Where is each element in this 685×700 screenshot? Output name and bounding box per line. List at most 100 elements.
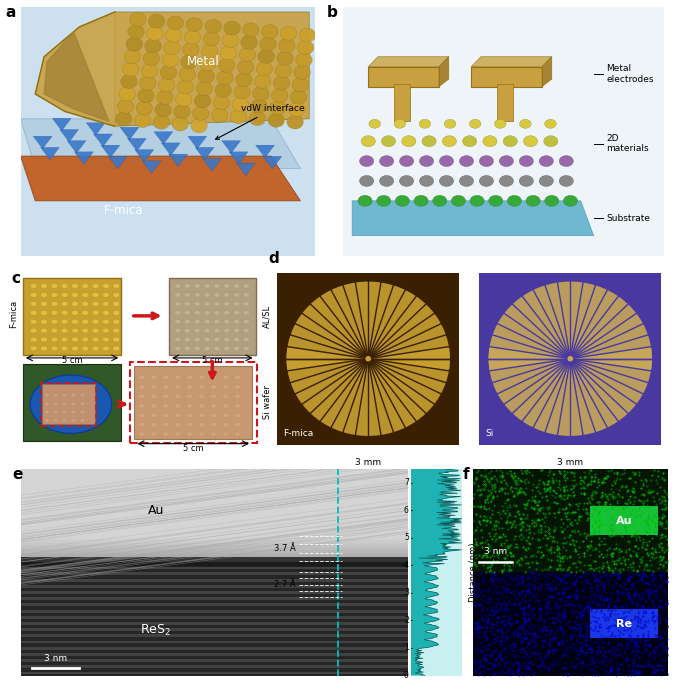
Circle shape xyxy=(382,136,396,147)
Circle shape xyxy=(277,51,293,65)
Circle shape xyxy=(164,41,180,55)
Circle shape xyxy=(138,432,145,436)
Circle shape xyxy=(151,423,157,427)
Circle shape xyxy=(151,385,157,389)
Circle shape xyxy=(292,78,309,92)
Circle shape xyxy=(210,404,216,408)
Circle shape xyxy=(30,284,37,288)
Bar xyxy=(21,640,408,643)
Polygon shape xyxy=(154,132,173,144)
Circle shape xyxy=(51,302,58,307)
Polygon shape xyxy=(222,141,240,153)
Circle shape xyxy=(82,319,88,324)
Circle shape xyxy=(51,284,58,288)
Circle shape xyxy=(199,423,205,427)
Circle shape xyxy=(196,82,212,95)
Circle shape xyxy=(103,302,109,307)
Circle shape xyxy=(175,413,181,418)
Circle shape xyxy=(419,155,434,167)
Circle shape xyxy=(80,402,85,405)
Circle shape xyxy=(121,75,137,88)
Circle shape xyxy=(195,94,211,108)
Text: 5 cm: 5 cm xyxy=(183,444,203,452)
Circle shape xyxy=(223,404,229,408)
Circle shape xyxy=(204,311,210,315)
Bar xyxy=(21,536,408,538)
Bar xyxy=(21,584,408,588)
Polygon shape xyxy=(21,119,300,169)
Circle shape xyxy=(539,155,553,167)
Polygon shape xyxy=(94,134,112,146)
Circle shape xyxy=(82,310,88,315)
Circle shape xyxy=(45,393,49,397)
Polygon shape xyxy=(135,150,153,162)
Text: a: a xyxy=(6,4,16,20)
Circle shape xyxy=(134,113,151,127)
Circle shape xyxy=(62,293,68,297)
Circle shape xyxy=(249,111,266,125)
Circle shape xyxy=(92,337,99,342)
Polygon shape xyxy=(127,139,147,151)
Circle shape xyxy=(138,375,145,380)
Bar xyxy=(394,84,410,121)
Text: e: e xyxy=(13,467,23,482)
Circle shape xyxy=(129,13,146,27)
Bar xyxy=(21,469,408,562)
Text: 0: 0 xyxy=(404,671,409,680)
Bar xyxy=(21,573,408,575)
Text: Distance (nm): Distance (nm) xyxy=(469,542,478,602)
Circle shape xyxy=(204,328,210,332)
Circle shape xyxy=(175,328,180,332)
Circle shape xyxy=(439,176,453,186)
Circle shape xyxy=(395,195,410,206)
Bar xyxy=(21,526,408,528)
Circle shape xyxy=(82,302,88,307)
Bar xyxy=(21,622,408,625)
Circle shape xyxy=(186,413,192,418)
Circle shape xyxy=(175,92,192,106)
Polygon shape xyxy=(108,156,127,169)
Bar xyxy=(21,540,408,543)
Text: c: c xyxy=(11,272,20,286)
Polygon shape xyxy=(439,57,449,87)
Circle shape xyxy=(62,337,68,342)
Circle shape xyxy=(174,105,190,118)
Circle shape xyxy=(234,413,240,418)
Circle shape xyxy=(113,302,120,307)
Circle shape xyxy=(199,404,205,408)
Circle shape xyxy=(216,71,233,85)
Circle shape xyxy=(167,16,184,30)
Circle shape xyxy=(234,385,240,389)
Circle shape xyxy=(184,311,190,315)
Polygon shape xyxy=(115,12,309,126)
Circle shape xyxy=(30,310,37,315)
Text: f: f xyxy=(463,467,469,482)
Circle shape xyxy=(162,385,169,389)
Circle shape xyxy=(299,28,316,42)
Circle shape xyxy=(204,320,210,324)
Bar xyxy=(21,568,408,570)
Circle shape xyxy=(199,413,205,418)
Circle shape xyxy=(273,76,290,90)
Circle shape xyxy=(290,90,307,104)
Circle shape xyxy=(175,284,180,288)
Circle shape xyxy=(71,419,76,422)
Circle shape xyxy=(186,394,192,399)
Circle shape xyxy=(224,302,229,306)
Circle shape xyxy=(234,404,240,408)
Circle shape xyxy=(186,423,192,427)
Circle shape xyxy=(224,346,229,351)
Bar xyxy=(590,506,658,535)
Polygon shape xyxy=(542,57,551,87)
Circle shape xyxy=(175,346,180,351)
Circle shape xyxy=(184,284,190,288)
Circle shape xyxy=(224,311,229,315)
Text: AL/SL: AL/SL xyxy=(262,305,272,328)
Text: 3 nm: 3 nm xyxy=(484,547,507,556)
Circle shape xyxy=(181,55,197,69)
Circle shape xyxy=(244,328,249,332)
Circle shape xyxy=(234,346,240,351)
Bar xyxy=(42,384,95,424)
Circle shape xyxy=(213,96,229,110)
Circle shape xyxy=(244,302,249,306)
